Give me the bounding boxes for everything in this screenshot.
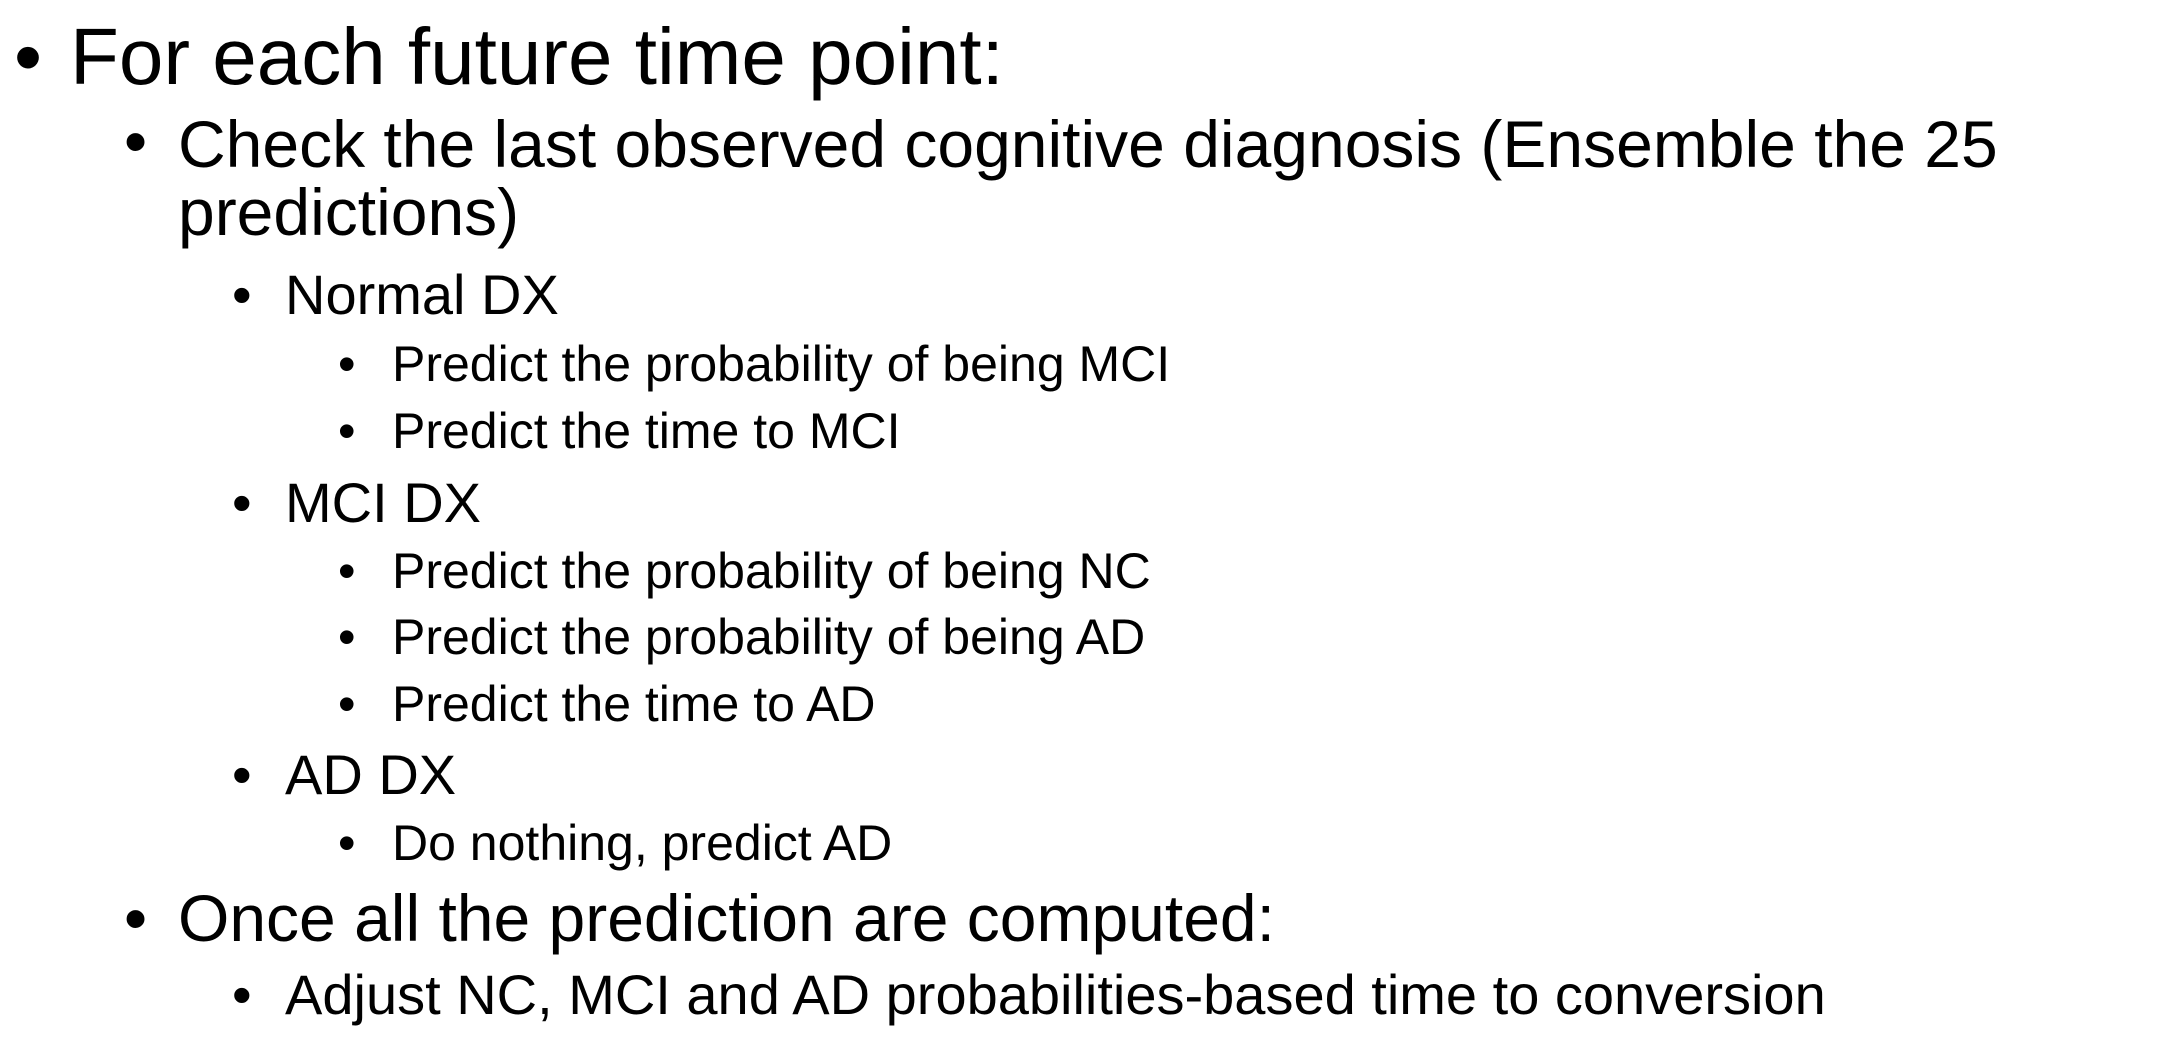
bullet-text-level-4: Predict the probability of being NC: [392, 543, 1151, 599]
bullet-text-level-2: Once all the prediction are computed:: [178, 881, 1275, 955]
bullet-text-level-3: Adjust NC, MCI and AD probabilities-base…: [285, 963, 1826, 1026]
bullet-text-level-3: AD DX: [285, 743, 457, 806]
bullet-text-level-3: Normal DX: [285, 263, 559, 326]
bullet-text-level-4: Predict the probability of being AD: [392, 609, 1146, 665]
bullet: •: [232, 963, 252, 1026]
bullet-text-level-4: Do nothing, predict AD: [392, 815, 893, 871]
bullet: •: [338, 336, 356, 392]
bullet-text-level-3: MCI DX: [285, 471, 481, 534]
bullet: •: [338, 815, 356, 871]
bullet: •: [232, 471, 252, 534]
bullet: •: [338, 403, 356, 459]
bullet-text-level-4: Predict the time to AD: [392, 676, 876, 732]
bullet: •: [124, 881, 148, 955]
bullet-text-continuation: predictions): [178, 175, 520, 249]
bullet: •: [338, 609, 356, 665]
bullet: •: [124, 104, 148, 178]
bullet-text-level-1: For each future time point:: [70, 12, 1004, 101]
bullet: •: [338, 543, 356, 599]
bullet-text-level-4: Predict the probability of being MCI: [392, 336, 1171, 392]
bullet-text-level-4: Predict the time to MCI: [392, 403, 901, 459]
bullet-text-level-2: Check the last observed cognitive diagno…: [178, 107, 1998, 181]
bullet: •: [232, 743, 252, 806]
bullet: •: [338, 676, 356, 732]
bullet: •: [232, 263, 252, 326]
bullet: •: [14, 12, 43, 101]
